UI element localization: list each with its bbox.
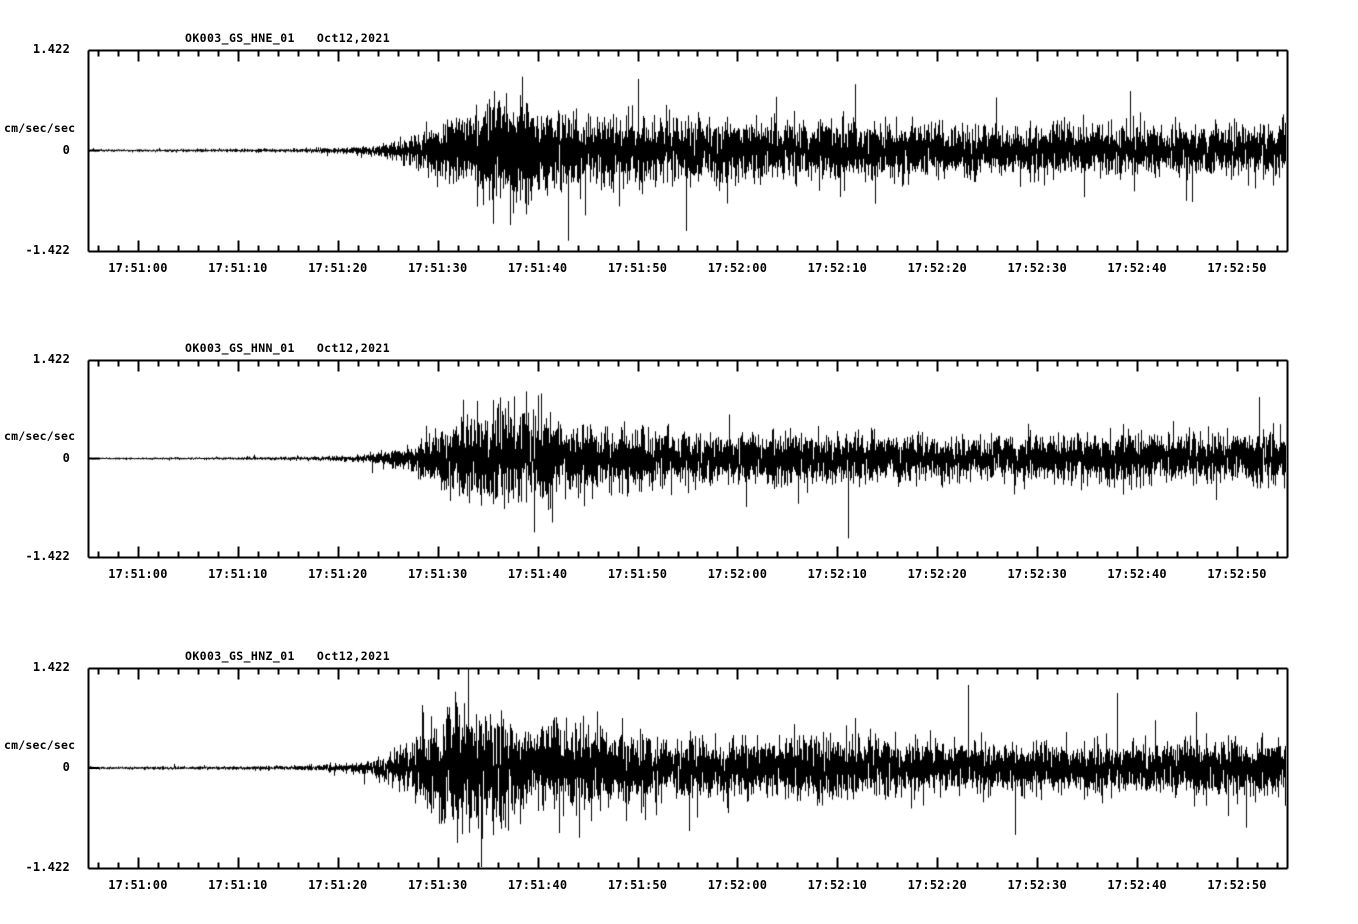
xtick-label-hne-9: 17:52:30: [1007, 261, 1067, 275]
xtick-label-hnz-11: 17:52:50: [1207, 878, 1267, 892]
xtick-label-hnz-0: 17:51:00: [108, 878, 168, 892]
xtick-label-hnn-5: 17:51:50: [607, 567, 668, 581]
xtick-label-hnz-9: 17:52:30: [1007, 878, 1067, 892]
xtick-label-hnn-1: 17:51:10: [208, 567, 268, 581]
waveform-hnz: [89, 669, 1286, 867]
ytick-label-hne-2: -1.422: [25, 243, 70, 257]
xtick-label-hnz-5: 17:51:50: [607, 878, 668, 892]
ytick-label-hnz-0: 1.422: [32, 660, 70, 674]
xtick-label-hnn-10: 17:52:40: [1107, 567, 1167, 581]
xtick-label-hnn-4: 17:51:40: [507, 567, 568, 581]
xtick-label-hne-11: 17:52:50: [1207, 261, 1267, 275]
xtick-label-hne-3: 17:51:30: [408, 261, 468, 275]
xtick-label-hnn-9: 17:52:30: [1007, 567, 1067, 581]
axis-frame-hnz: [87, 667, 1289, 870]
xtick-label-hne-8: 17:52:20: [907, 261, 967, 275]
y-axis-unit-hne: cm/sec/sec: [4, 120, 76, 135]
ytick-label-hnz-2: -1.422: [25, 860, 70, 874]
y-axis-unit-hnn: cm/sec/sec: [4, 428, 76, 443]
ytick-label-hne-1: 0: [62, 142, 70, 157]
ytick-label-hnn-0: 1.422: [32, 352, 70, 366]
panel-title-hne: OK003_GS_HNE_01 Oct12,2021: [185, 31, 391, 45]
xtick-label-hnz-3: 17:51:30: [408, 878, 468, 892]
xtick-label-hne-4: 17:51:40: [507, 261, 568, 275]
xtick-label-hnn-2: 17:51:20: [308, 567, 368, 581]
ytick-label-hnz-1: 0: [62, 760, 70, 774]
axis-frame-hnn: [87, 359, 1289, 559]
panel-title-hnz: OK003_GS_HNZ_01 Oct12,2021: [185, 649, 391, 663]
xtick-label-hnz-1: 17:51:10: [208, 878, 268, 892]
xtick-label-hne-1: 17:51:10: [208, 261, 268, 275]
xtick-label-hne-0: 17:51:00: [108, 261, 168, 275]
xtick-label-hnn-7: 17:52:10: [807, 567, 868, 581]
xtick-label-hnz-6: 17:52:00: [707, 878, 768, 892]
xtick-label-hne-7: 17:52:10: [807, 261, 868, 275]
xtick-label-hnz-7: 17:52:10: [807, 878, 868, 892]
ytick-label-hne-0: 1.422: [32, 42, 70, 56]
xtick-label-hnn-6: 17:52:00: [707, 567, 768, 581]
y-axis-unit-hnz: cm/sec/sec: [4, 738, 76, 752]
axis-frame-hne: [87, 49, 1289, 253]
xtick-label-hne-10: 17:52:40: [1107, 261, 1167, 275]
xtick-label-hne-6: 17:52:00: [707, 261, 768, 275]
xtick-label-hne-5: 17:51:50: [607, 261, 668, 275]
xtick-label-hne-2: 17:51:20: [308, 261, 368, 275]
xtick-label-hnn-11: 17:52:50: [1207, 567, 1267, 581]
waveform-hnn: [89, 361, 1286, 556]
panel-title-hnn: OK003_GS_HNN_01 Oct12,2021: [185, 341, 391, 355]
xtick-label-hnn-8: 17:52:20: [907, 567, 967, 581]
xtick-label-hnz-4: 17:51:40: [507, 878, 568, 892]
ytick-label-hnn-2: -1.422: [25, 549, 70, 563]
ytick-label-hnn-1: 0: [62, 450, 70, 465]
xtick-label-hnz-10: 17:52:40: [1107, 878, 1167, 892]
xtick-label-hnz-2: 17:51:20: [308, 878, 368, 892]
xtick-label-hnn-3: 17:51:30: [408, 567, 468, 581]
xtick-label-hnn-0: 17:51:00: [108, 567, 168, 581]
waveform-hne: [89, 51, 1286, 250]
xtick-label-hnz-8: 17:52:20: [907, 878, 967, 892]
